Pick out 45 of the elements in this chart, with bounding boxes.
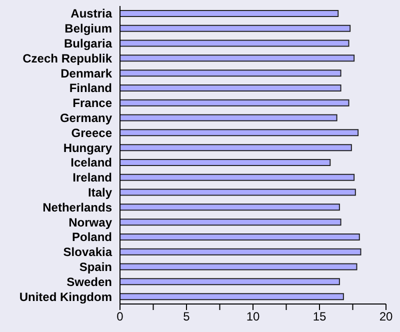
y-tick-label: Austria [70, 6, 112, 21]
bar [120, 278, 340, 286]
bar [120, 248, 362, 256]
y-tick-label: Belgium [64, 22, 112, 36]
bar [120, 188, 356, 196]
bar [120, 84, 342, 92]
bar [120, 218, 342, 226]
bar [120, 158, 331, 166]
bar [120, 293, 344, 300]
y-tick-label: Finland [69, 81, 112, 96]
bar [120, 129, 359, 136]
y-tick-label: Hungary [63, 140, 112, 155]
y-tick-label: Greece [71, 126, 112, 140]
y-tick-label: Czech Republik [22, 51, 112, 66]
y-tick-label: Italy [88, 186, 112, 200]
y-tick-label: Netherlands [42, 200, 112, 214]
y-tick-label: United Kingdom [19, 290, 112, 304]
x-tick-label: 0 [116, 310, 124, 324]
y-tick-label: Denmark [60, 66, 112, 80]
bar [120, 40, 350, 47]
x-tick-label: 5 [183, 310, 190, 324]
bar [120, 144, 352, 152]
y-tick-label: France [72, 96, 112, 110]
y-tick-label: Bulgaria [64, 36, 112, 51]
bar [120, 24, 351, 32]
y-tick-label: Sweden [66, 274, 112, 289]
x-tick-label: 20 [379, 310, 393, 324]
bar [120, 263, 358, 270]
bar [120, 70, 342, 77]
x-tick-label: 15 [312, 310, 326, 324]
bar [120, 233, 360, 240]
bar [120, 114, 338, 122]
y-tick-label: Poland [72, 230, 112, 244]
y-tick-label: Germany [60, 111, 112, 126]
y-tick-label: Spain [79, 260, 112, 274]
y-tick-label: Ireland [72, 170, 112, 185]
y-tick-label: Slovakia [63, 245, 112, 260]
bar [120, 54, 355, 62]
bar [120, 174, 355, 181]
bar [120, 10, 339, 17]
bar [120, 99, 350, 106]
bar [120, 204, 340, 211]
y-tick-label: Iceland [70, 156, 112, 170]
x-tick-label: 10 [246, 310, 260, 324]
y-tick-label: Norway [68, 215, 112, 230]
